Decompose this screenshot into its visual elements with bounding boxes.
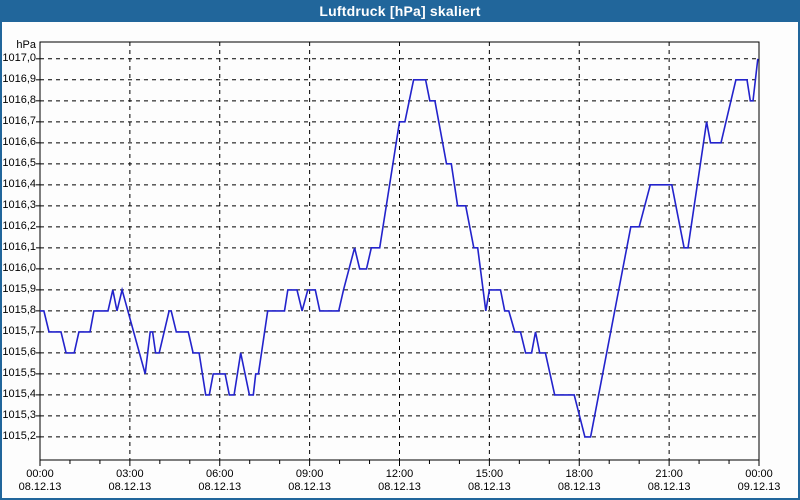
y-tick-label: 1015,3 <box>2 409 36 422</box>
y-tick-label: 1015,2 <box>2 430 36 443</box>
x-tick-date: 08.12.13 <box>557 481 601 493</box>
x-tick-date: 08.12.13 <box>647 481 691 493</box>
y-tick-label: 1016,8 <box>2 94 36 107</box>
y-tick-label: 1016,4 <box>2 178 36 191</box>
x-tick-time: 09:00 <box>295 468 324 480</box>
x-tick-time: 03:00 <box>116 468 144 480</box>
y-axis-unit-label: hPa <box>16 39 36 51</box>
x-tick-time: 21:00 <box>655 468 683 480</box>
plot-border <box>39 41 760 461</box>
y-tick-label: 1015,4 <box>2 388 36 401</box>
x-tick-date: 08.12.13 <box>378 481 421 493</box>
y-tick-label: 1016,1 <box>2 241 36 254</box>
x-tick-label: 12:00 08.12.13 <box>365 468 435 494</box>
window-title: Luftdruck [hPa] skaliert <box>319 3 481 19</box>
x-tick-date: 09.12.13 <box>737 481 781 493</box>
x-tick-label: 00:00 08.12.13 <box>5 468 75 494</box>
y-tick-label: 1015,6 <box>2 346 36 359</box>
y-tick-label: 1016,9 <box>2 73 36 86</box>
x-tick-label: 00:00 09.12.13 <box>724 468 794 494</box>
y-tick-label: 1016,2 <box>2 220 36 233</box>
x-tick-date: 08.12.13 <box>288 481 332 493</box>
x-tick-time: 12:00 <box>385 468 414 480</box>
y-tick-label: 1016,6 <box>2 136 36 149</box>
y-tick-label: 1016,3 <box>2 199 36 212</box>
x-tick-label: 09:00 08.12.13 <box>275 468 345 494</box>
x-tick-label: 21:00 08.12.13 <box>634 468 704 494</box>
x-tick-date: 08.12.13 <box>467 481 511 493</box>
y-tick-label: 1016,0 <box>2 262 36 275</box>
x-tick-label: 15:00 08.12.13 <box>454 468 524 494</box>
y-tick-label: 1017,0 <box>2 52 36 65</box>
x-tick-time: 00:00 <box>745 468 773 480</box>
x-tick-date: 08.12.13 <box>198 481 242 493</box>
x-tick-date: 08.12.13 <box>108 481 152 493</box>
x-tick-label: 06:00 08.12.13 <box>185 468 255 494</box>
y-tick-label: 1016,5 <box>2 157 36 170</box>
x-tick-time: 18:00 <box>565 468 594 480</box>
y-tick-label: 1015,9 <box>2 283 36 296</box>
series-line-luftdruck <box>40 58 759 438</box>
y-tick-label: 1015,8 <box>2 304 36 317</box>
title-bar: Luftdruck [hPa] skaliert <box>0 0 800 22</box>
y-tick-label: 1015,7 <box>2 325 36 338</box>
x-tick-time: 15:00 <box>475 468 504 480</box>
x-tick-label: 18:00 08.12.13 <box>544 468 614 494</box>
y-tick-label: 1016,7 <box>2 115 36 128</box>
x-tick-time: 00:00 <box>26 468 54 480</box>
x-tick-date: 08.12.13 <box>18 481 62 493</box>
x-tick-label: 03:00 08.12.13 <box>95 468 165 494</box>
x-tick-time: 06:00 <box>205 468 234 480</box>
y-tick-label: 1015,5 <box>2 367 36 380</box>
